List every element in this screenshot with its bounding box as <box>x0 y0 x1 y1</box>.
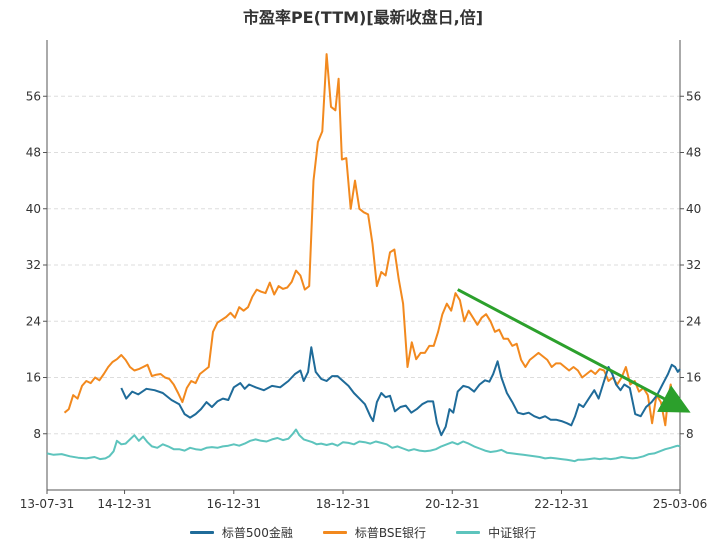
y-tick-label-left: 40 <box>26 202 41 216</box>
trend-arrow <box>457 288 691 413</box>
legend-swatch <box>189 531 214 534</box>
series-line <box>63 53 681 427</box>
y-tick-label-right: 48 <box>686 146 701 160</box>
chart-title: 市盈率PE(TTM)[最新收盘日,倍] <box>242 8 484 27</box>
x-tick-label: 16-12-31 <box>207 497 261 511</box>
legend: 标普500金融 标普BSE银行 中证银行 <box>0 524 726 541</box>
y-tick-label-left: 8 <box>33 427 41 441</box>
y-tick-label-left: 32 <box>26 258 41 272</box>
x-tick-label: 25-03-06 <box>653 497 707 511</box>
legend-label: 标普BSE银行 <box>354 526 427 540</box>
legend-swatch <box>322 531 347 534</box>
legend-item[interactable]: 标普BSE银行 <box>322 524 427 541</box>
y-tick-label-right: 16 <box>686 371 701 385</box>
y-tick-label-right: 24 <box>686 314 701 328</box>
legend-swatch <box>456 531 481 534</box>
legend-item[interactable]: 中证银行 <box>456 524 536 541</box>
legend-label: 标普500金融 <box>221 526 293 540</box>
series-line <box>120 346 681 437</box>
y-tick-label-right: 56 <box>686 89 701 103</box>
legend-label: 中证银行 <box>488 526 537 540</box>
series-lines <box>46 53 681 463</box>
y-tick-label-right: 32 <box>686 258 701 272</box>
y-tick-label-right: 40 <box>686 202 701 216</box>
grid-lines <box>47 95 680 435</box>
x-tick-label: 14-12-31 <box>97 497 151 511</box>
x-tick-label: 13-07-31 <box>20 497 74 511</box>
y-tick-label-left: 24 <box>26 314 41 328</box>
axes: 8 8 16 16 24 24 32 32 40 40 48 48 56 56 13-07-31 14-12-… <box>20 40 707 511</box>
x-tick-label: 18-12-31 <box>316 497 370 511</box>
trend-arrow-line <box>457 288 691 413</box>
y-tick-label-left: 56 <box>26 89 41 103</box>
x-tick-label: 20-12-31 <box>425 497 479 511</box>
legend-item[interactable]: 标普500金融 <box>189 524 293 541</box>
y-tick-label-left: 48 <box>26 146 41 160</box>
y-tick-label-left: 16 <box>26 371 41 385</box>
x-tick-label: 22-12-31 <box>534 497 588 511</box>
y-tick-label-right: 8 <box>686 427 694 441</box>
series-line <box>46 428 681 463</box>
